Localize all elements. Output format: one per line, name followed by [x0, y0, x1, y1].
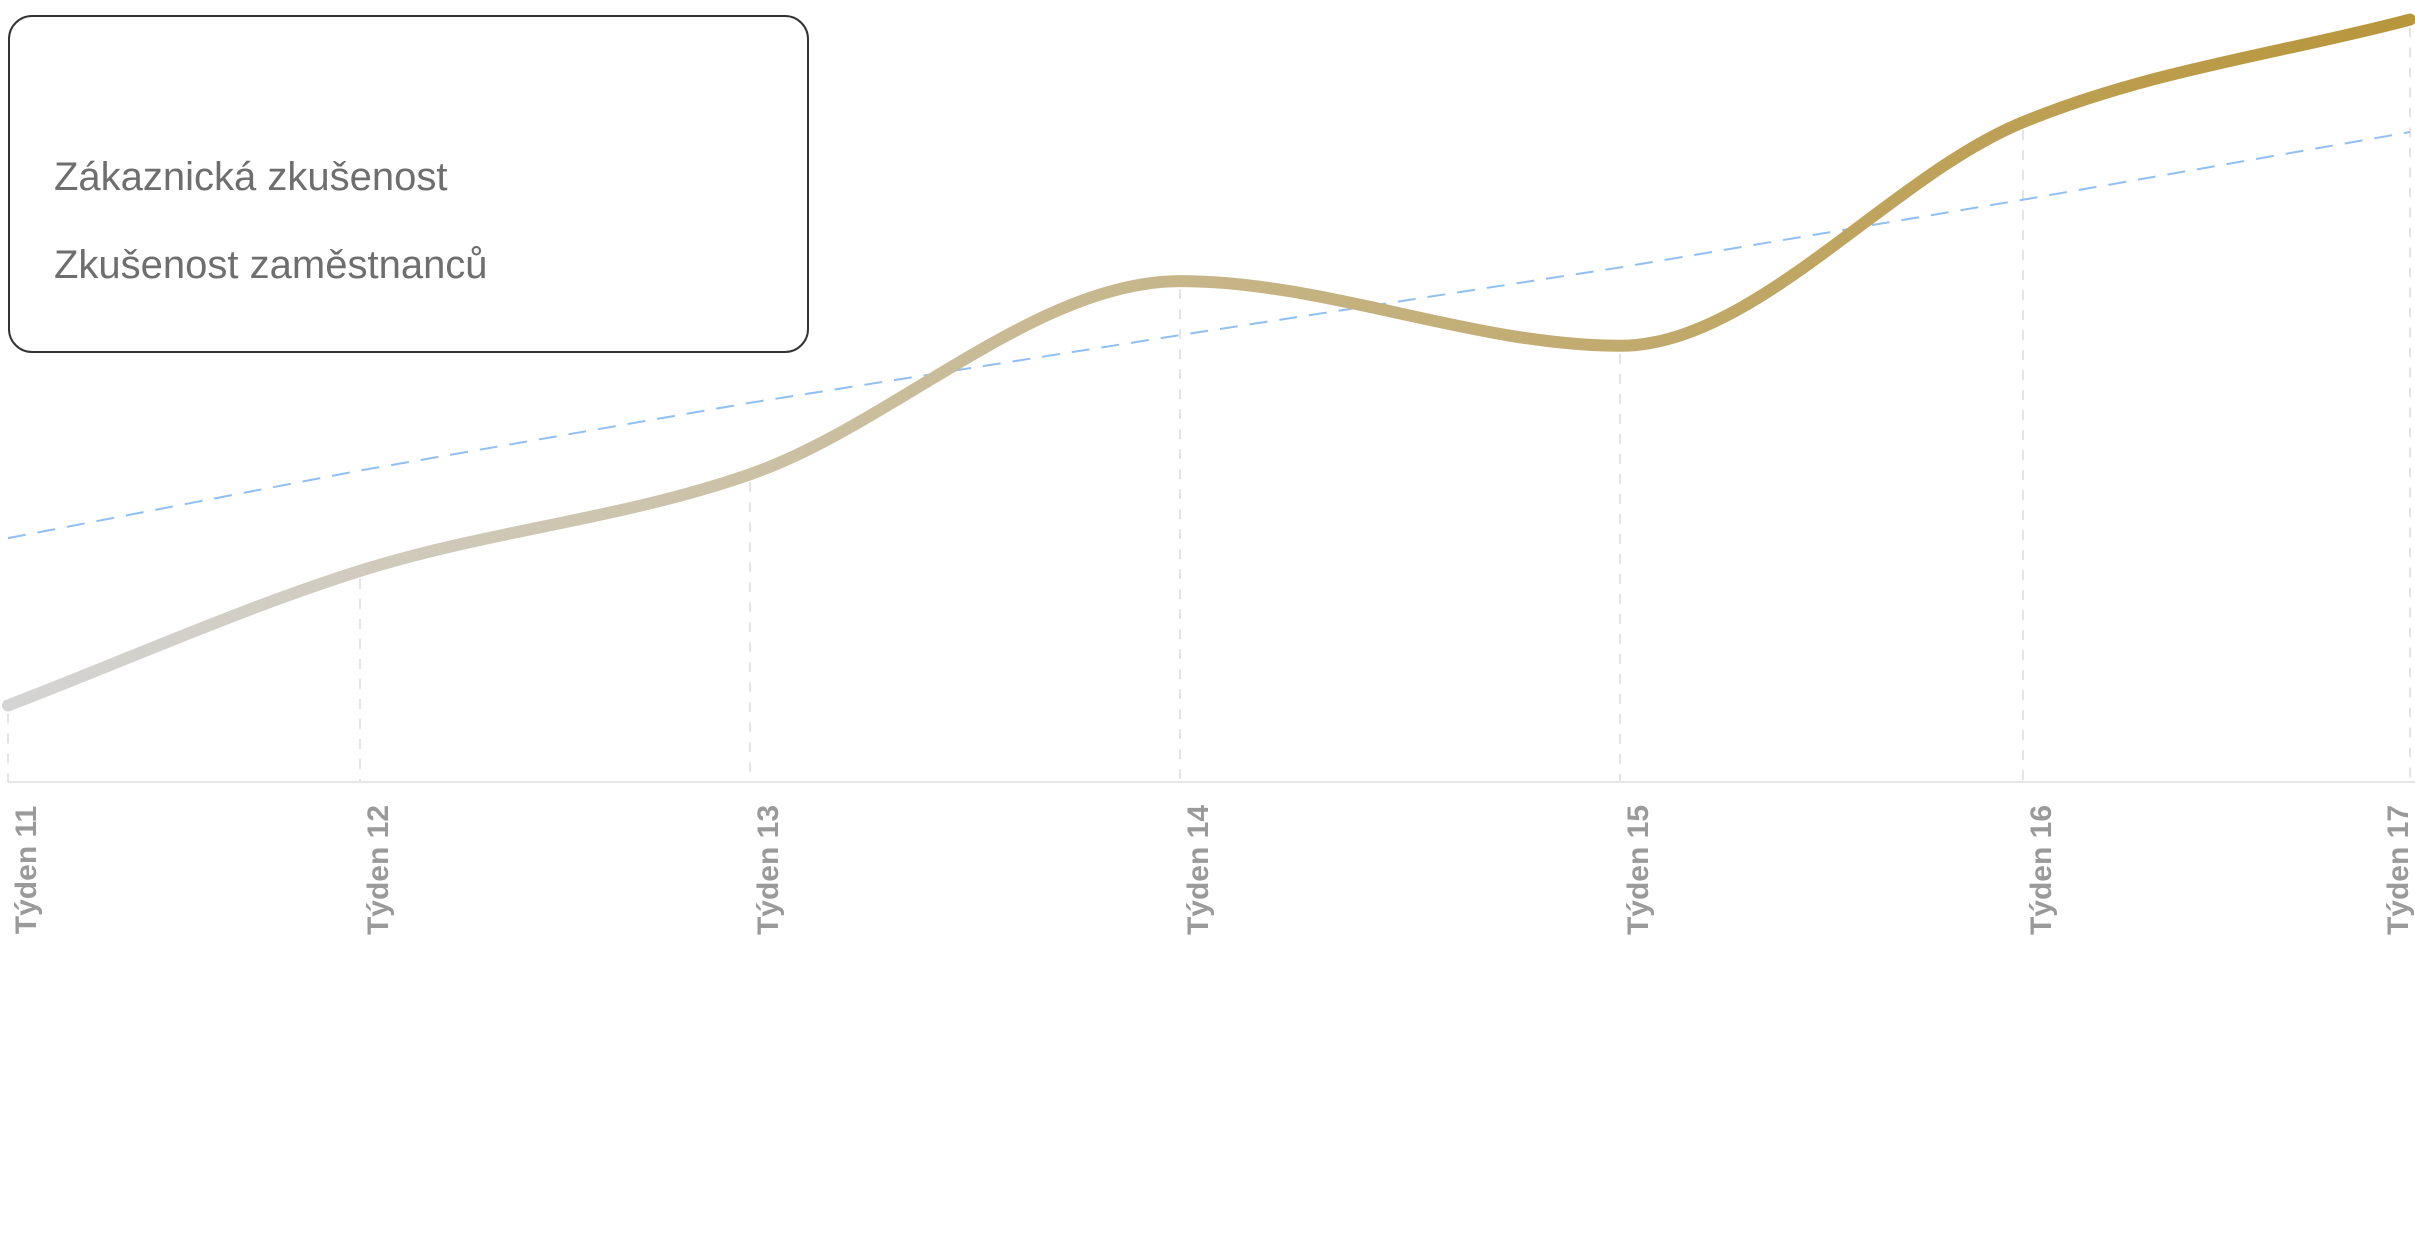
legend-item-employee-experience: Zkušenost zaměstnanců — [54, 243, 488, 287]
x-tick-label: Týden 13 — [752, 805, 785, 935]
x-tick-label: Týden 15 — [1622, 805, 1655, 935]
series-layer — [2, 13, 2415, 712]
legend-item-customer-experience: Zákaznická zkušenost — [54, 155, 448, 199]
x-tick-labels: Týden 11 Týden 12 Týden 13 Týden 14 Týden 15… — [10, 805, 2415, 935]
series-line-employee-experience — [7, 131, 2411, 540]
x-tick-label: Týden 11 — [10, 806, 43, 934]
x-tick-label: Týden 12 — [362, 805, 395, 935]
grid-lines — [7, 27, 2411, 782]
x-tick-label: Týden 14 — [1182, 805, 1215, 935]
x-tick-label: Týden 17 — [2382, 805, 2415, 935]
x-tick-label: Týden 16 — [2025, 805, 2058, 935]
legend: Zákaznická zkušenost Zkušenost zaměstnan… — [8, 15, 809, 353]
series-line-customer-experience — [2, 13, 2415, 712]
